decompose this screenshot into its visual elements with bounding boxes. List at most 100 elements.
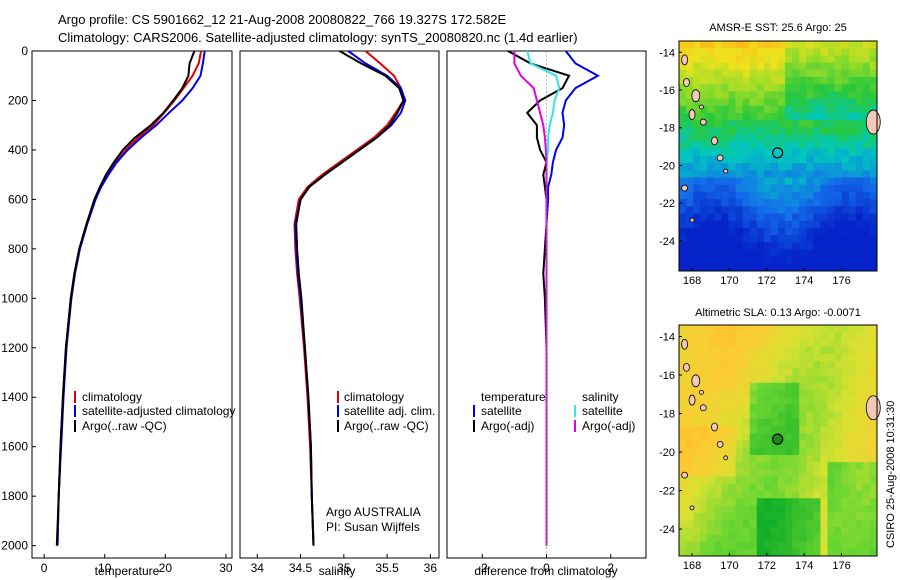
x-tick-label: 174	[795, 560, 813, 572]
map-cell	[806, 55, 814, 63]
x-tick-label: 35.5	[375, 561, 399, 575]
map-cell	[848, 389, 857, 398]
map-cell	[721, 62, 729, 71]
map-cell	[841, 249, 850, 258]
map-cell	[792, 389, 800, 398]
map-cell	[770, 498, 779, 506]
map-cell	[834, 199, 843, 207]
map-cell	[841, 191, 850, 200]
map-cell	[763, 440, 772, 449]
map-cell	[749, 256, 758, 265]
map-cell	[686, 141, 694, 150]
map-cell	[799, 433, 807, 441]
map-cell	[686, 206, 694, 214]
map-cell	[827, 249, 835, 258]
island-shape	[716, 154, 724, 162]
map-cell	[799, 127, 807, 135]
map-cell	[700, 48, 708, 56]
map-cell	[756, 361, 765, 369]
map-cell	[714, 447, 722, 456]
map-cell	[721, 120, 729, 128]
map-cell	[813, 227, 821, 236]
map-cell	[813, 84, 821, 92]
map-cell	[770, 170, 779, 178]
map-cell	[686, 177, 694, 186]
map-cell	[679, 346, 687, 355]
map-cell	[714, 242, 722, 250]
map-cell	[827, 418, 835, 427]
map-cell	[869, 256, 878, 265]
map-cell	[799, 163, 807, 171]
map-cell	[700, 411, 708, 420]
island-shape	[716, 440, 724, 448]
map-cell	[770, 389, 779, 398]
map-cell	[749, 170, 758, 178]
map-cell	[693, 127, 701, 135]
map-cell	[785, 148, 793, 157]
map-cell	[756, 411, 765, 420]
map-cell	[756, 62, 765, 71]
map-cell	[834, 213, 843, 222]
map-cell	[813, 375, 821, 384]
map-cell	[855, 498, 864, 506]
map-cell	[778, 213, 786, 222]
map-cell	[799, 76, 807, 85]
map-cell	[848, 426, 857, 434]
map-cell	[792, 156, 800, 164]
map-cell	[813, 141, 821, 150]
map-cell	[841, 156, 850, 164]
map-cell	[827, 199, 835, 207]
map-cell	[763, 382, 772, 391]
map-cell	[834, 69, 843, 78]
map-cell	[841, 98, 850, 107]
map-cell	[869, 227, 878, 236]
map-cell	[679, 476, 687, 485]
map-cell	[763, 62, 772, 71]
map-cell	[700, 534, 708, 542]
map-cell	[714, 213, 722, 222]
map-cell	[770, 368, 779, 376]
map-cell	[728, 332, 736, 340]
map-cell	[693, 447, 701, 456]
map-cell	[834, 177, 843, 186]
map-cell	[806, 375, 814, 384]
map-cell	[820, 263, 828, 272]
map-cell	[827, 382, 835, 391]
map-cell	[848, 346, 857, 355]
map-cell	[735, 127, 744, 135]
map-cell	[827, 227, 835, 236]
map-cell	[756, 227, 765, 236]
map-cell	[714, 105, 722, 114]
map-cell	[841, 112, 850, 121]
map-cell	[820, 156, 828, 164]
map-cell	[714, 141, 722, 150]
map-cell	[855, 353, 864, 362]
map-cell	[785, 62, 793, 71]
map-cell	[686, 447, 694, 456]
map-cell	[792, 91, 800, 99]
map-cell	[806, 227, 814, 236]
map-cell	[735, 433, 744, 441]
map-cell	[827, 462, 835, 470]
map-cell	[862, 498, 871, 506]
map-cell	[834, 84, 843, 92]
map-cell	[785, 339, 793, 348]
map-cell	[778, 505, 786, 514]
map-cell	[855, 491, 864, 499]
legend-sal-satellite-label: satellite	[582, 404, 623, 418]
map-cell	[756, 141, 765, 150]
map-cell	[721, 227, 729, 236]
map-cell	[778, 120, 786, 128]
map-cell	[834, 498, 843, 506]
map-cell	[806, 476, 814, 485]
map-cell	[714, 411, 722, 420]
sst-map-title: AMSR-E SST: 25.6 Argo: 25	[709, 22, 847, 34]
map-cell	[848, 332, 857, 340]
map-cell	[841, 527, 850, 535]
map-cell	[869, 263, 878, 272]
map-cell	[806, 163, 814, 171]
map-cell	[792, 505, 800, 514]
map-cell	[749, 418, 758, 427]
map-cell	[799, 156, 807, 164]
map-cell	[700, 76, 708, 85]
